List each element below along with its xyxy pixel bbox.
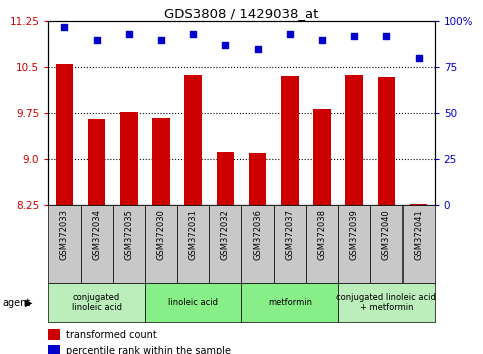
Point	[383, 33, 390, 39]
Bar	[81, 205, 113, 283]
Bar	[274, 205, 306, 283]
Text: conjugated
linoleic acid: conjugated linoleic acid	[71, 293, 122, 312]
Text: GSM372033: GSM372033	[60, 209, 69, 260]
Bar	[378, 77, 395, 205]
Text: GSM372036: GSM372036	[253, 209, 262, 260]
Bar	[345, 75, 363, 205]
Title: GDS3808 / 1429038_at: GDS3808 / 1429038_at	[164, 7, 319, 20]
Bar	[113, 205, 145, 283]
Text: GSM372031: GSM372031	[189, 209, 198, 260]
Point	[60, 24, 68, 30]
Bar	[145, 205, 177, 283]
Point	[93, 37, 100, 42]
Bar	[338, 205, 370, 283]
Bar	[120, 112, 138, 205]
Bar	[216, 152, 234, 205]
Text: GSM372038: GSM372038	[317, 209, 327, 260]
Bar	[48, 283, 145, 322]
Bar	[370, 205, 402, 283]
Bar	[209, 205, 242, 283]
Bar	[306, 205, 338, 283]
Bar	[313, 109, 331, 205]
Bar	[152, 118, 170, 205]
Bar	[48, 345, 60, 354]
Text: agent: agent	[2, 298, 30, 308]
Bar	[88, 119, 105, 205]
Bar	[249, 153, 267, 205]
Point	[415, 55, 423, 61]
Bar	[177, 205, 209, 283]
Bar	[281, 76, 298, 205]
Text: GSM372037: GSM372037	[285, 209, 294, 260]
Bar	[242, 205, 274, 283]
Text: GSM372039: GSM372039	[350, 209, 359, 260]
Text: linoleic acid: linoleic acid	[168, 298, 218, 307]
Text: conjugated linoleic acid
+ metformin: conjugated linoleic acid + metformin	[337, 293, 436, 312]
Point	[254, 46, 261, 52]
Text: GSM372034: GSM372034	[92, 209, 101, 260]
Bar	[185, 75, 202, 205]
Text: percentile rank within the sample: percentile rank within the sample	[66, 346, 231, 354]
Bar	[145, 283, 242, 322]
Text: GSM372040: GSM372040	[382, 209, 391, 260]
Point	[157, 37, 165, 42]
Bar	[48, 205, 81, 283]
Text: metformin: metformin	[268, 298, 312, 307]
Point	[350, 33, 358, 39]
Text: ▶: ▶	[25, 298, 33, 308]
Bar	[48, 329, 60, 340]
Point	[286, 31, 294, 37]
Point	[189, 31, 197, 37]
Bar	[402, 205, 435, 283]
Bar	[338, 283, 435, 322]
Point	[125, 31, 133, 37]
Point	[222, 42, 229, 48]
Point	[318, 37, 326, 42]
Text: GSM372041: GSM372041	[414, 209, 423, 260]
Text: GSM372030: GSM372030	[156, 209, 166, 260]
Text: GSM372032: GSM372032	[221, 209, 230, 260]
Text: transformed count: transformed count	[66, 330, 156, 339]
Text: GSM372035: GSM372035	[124, 209, 133, 260]
Bar	[410, 204, 427, 205]
Bar	[242, 283, 338, 322]
Bar	[56, 64, 73, 205]
